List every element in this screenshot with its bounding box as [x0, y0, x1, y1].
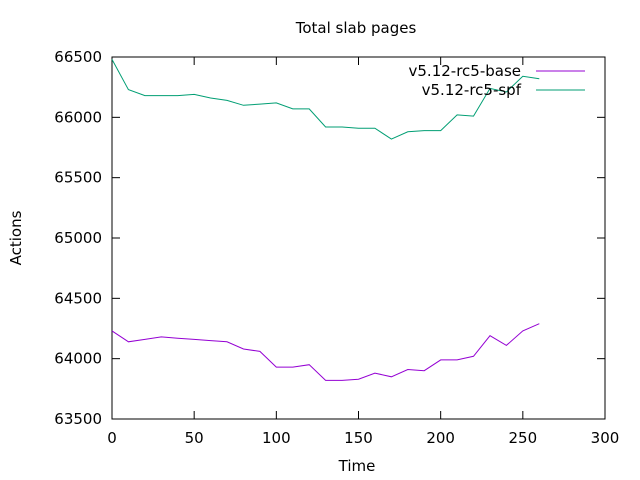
y-tick-label: 65000: [54, 229, 102, 247]
y-tick-label: 66000: [54, 108, 102, 126]
series-line-v5.12-rc5-spf: [111, 59, 540, 140]
axes: 0 50 100 150 200 250 300 63500 64000 64500 65000 65…: [54, 48, 619, 447]
x-tick-label: 0: [107, 429, 117, 447]
x-tick-label: 50: [185, 429, 204, 447]
y-tick-label: 64000: [54, 350, 102, 368]
chart-title: Total slab pages: [295, 19, 417, 37]
x-tick-label: 100: [262, 429, 291, 447]
legend-label-v5.12-rc5-base: v5.12-rc5-base: [409, 62, 522, 80]
series-line-v5.12-rc5-base: [111, 323, 540, 381]
y-tick-label: 65500: [54, 169, 102, 187]
series-layer: [111, 59, 540, 381]
x-tick-label: 200: [426, 429, 455, 447]
x-tick-label: 150: [344, 429, 373, 447]
y-tick-label: 63500: [54, 410, 102, 428]
x-axis-label: Time: [338, 457, 376, 475]
legend-label-v5.12-rc5-spf: v5.12-rc5-spf: [422, 81, 522, 99]
y-axis-label: Actions: [7, 210, 25, 265]
x-tick-label: 250: [509, 429, 538, 447]
y-tick-label: 66500: [54, 48, 102, 66]
y-tick-label: 64500: [54, 289, 102, 307]
x-tick-label: 300: [591, 429, 620, 447]
plot-frame: [111, 56, 606, 420]
